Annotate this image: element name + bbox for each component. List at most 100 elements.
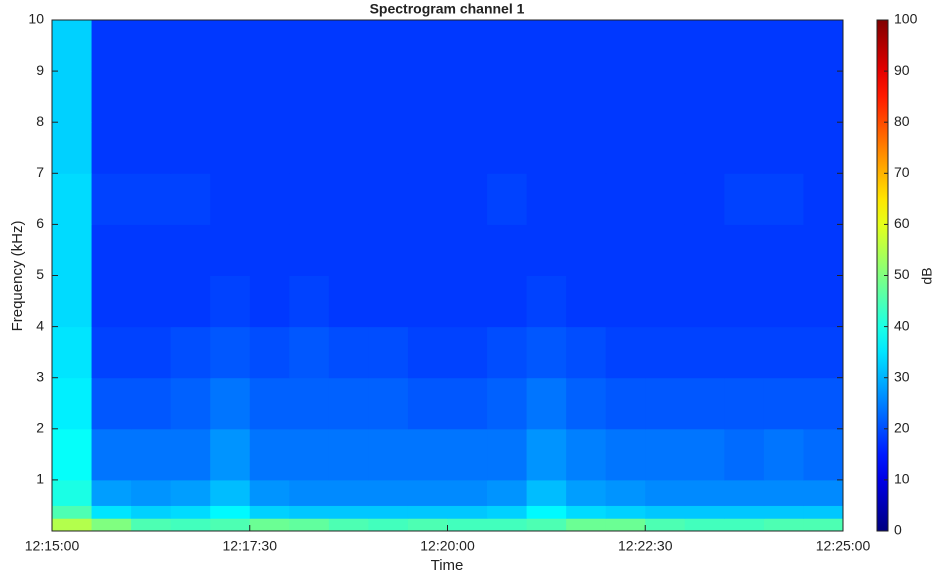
heatmap-cell bbox=[606, 224, 646, 276]
heatmap-cell bbox=[52, 429, 92, 481]
heatmap-cell bbox=[92, 518, 132, 531]
heatmap-cell bbox=[368, 71, 408, 123]
heatmap-cell bbox=[487, 518, 527, 531]
heatmap-cell bbox=[52, 224, 92, 276]
heatmap-cell bbox=[289, 173, 329, 225]
heatmap-cell bbox=[803, 224, 843, 276]
heatmap-cell bbox=[289, 505, 329, 518]
heatmap-cell bbox=[724, 505, 764, 518]
heatmap-cell bbox=[803, 122, 843, 174]
heatmap-cell bbox=[803, 505, 843, 518]
heatmap-cell bbox=[52, 173, 92, 225]
colorbar-tick-label: 100 bbox=[894, 11, 918, 27]
heatmap-cell bbox=[448, 122, 488, 174]
heatmap-cell bbox=[527, 429, 567, 481]
heatmap-cell bbox=[52, 20, 92, 72]
heatmap-cell bbox=[131, 224, 171, 276]
heatmap-cell bbox=[250, 276, 290, 328]
heatmap-cell bbox=[724, 327, 764, 379]
heatmap-cell bbox=[250, 429, 290, 481]
heatmap-cell bbox=[685, 224, 725, 276]
heatmap-cell bbox=[250, 224, 290, 276]
colorbar-tick-label: 80 bbox=[894, 113, 910, 129]
heatmap-cell bbox=[131, 327, 171, 379]
heatmap-cell bbox=[645, 327, 685, 379]
heatmap-cell bbox=[724, 20, 764, 72]
heatmap-cell bbox=[764, 71, 804, 123]
heatmap-cell bbox=[408, 224, 448, 276]
heatmap-cell bbox=[764, 224, 804, 276]
heatmap-cell bbox=[92, 20, 132, 72]
heatmap-cell bbox=[329, 276, 369, 328]
heatmap-cell bbox=[368, 429, 408, 481]
heatmap-cell bbox=[289, 327, 329, 379]
colorbar-tick-label: 70 bbox=[894, 164, 910, 180]
heatmap-cell bbox=[171, 122, 211, 174]
heatmap-cell bbox=[645, 429, 685, 481]
heatmap-cell bbox=[131, 505, 171, 518]
heatmap-cell bbox=[645, 505, 685, 518]
heatmap-cell bbox=[368, 480, 408, 506]
heatmap-cell bbox=[803, 480, 843, 506]
y-axis-label: Frequency (kHz) bbox=[9, 221, 26, 332]
heatmap-cell bbox=[329, 20, 369, 72]
heatmap-cell bbox=[487, 327, 527, 379]
heatmap-cell bbox=[527, 480, 567, 506]
heatmap-cell bbox=[368, 122, 408, 174]
y-tick-label: 8 bbox=[36, 113, 44, 129]
heatmap-cell bbox=[289, 71, 329, 123]
heatmap-cell bbox=[408, 518, 448, 531]
heatmap-cell bbox=[566, 518, 606, 531]
heatmap-cell bbox=[92, 505, 132, 518]
heatmap-cell bbox=[329, 327, 369, 379]
heatmap-cell bbox=[448, 224, 488, 276]
heatmap-cell bbox=[803, 327, 843, 379]
heatmap-cell bbox=[724, 71, 764, 123]
heatmap-cell bbox=[131, 20, 171, 72]
heatmap-cell bbox=[329, 480, 369, 506]
heatmap-cell bbox=[92, 480, 132, 506]
heatmap-cell bbox=[685, 20, 725, 72]
heatmap-cell bbox=[131, 276, 171, 328]
heatmap-cell bbox=[368, 378, 408, 430]
heatmap-cell bbox=[92, 429, 132, 481]
chart: Spectrogram channel 1 Time Frequency (kH… bbox=[0, 0, 938, 579]
heatmap-cell bbox=[250, 173, 290, 225]
heatmap-cell bbox=[487, 224, 527, 276]
heatmap-cell bbox=[289, 20, 329, 72]
heatmap-cell bbox=[52, 480, 92, 506]
heatmap-cell bbox=[171, 518, 211, 531]
heatmap-cell bbox=[210, 20, 250, 72]
heatmap-cell bbox=[685, 71, 725, 123]
heatmap-cell bbox=[764, 122, 804, 174]
heatmap-cell bbox=[92, 378, 132, 430]
heatmap-cell bbox=[764, 429, 804, 481]
y-tick-label: 10 bbox=[28, 11, 44, 27]
heatmap-cell bbox=[408, 378, 448, 430]
heatmap-cell bbox=[724, 173, 764, 225]
heatmap-cell bbox=[803, 518, 843, 531]
heatmap-cell bbox=[566, 276, 606, 328]
heatmap-cell bbox=[566, 71, 606, 123]
heatmap-cell bbox=[171, 173, 211, 225]
heatmap-cell bbox=[408, 327, 448, 379]
heatmap-cell bbox=[566, 429, 606, 481]
heatmap-cell bbox=[527, 505, 567, 518]
heatmap-cell bbox=[448, 480, 488, 506]
heatmap-cell bbox=[803, 378, 843, 430]
heatmap-cell bbox=[527, 276, 567, 328]
heatmap-cell bbox=[803, 71, 843, 123]
heatmap-cell bbox=[368, 505, 408, 518]
heatmap-cell bbox=[329, 122, 369, 174]
heatmap-cell bbox=[645, 173, 685, 225]
heatmap-cell bbox=[171, 20, 211, 72]
heatmap-cell bbox=[250, 71, 290, 123]
heatmap-cell bbox=[685, 518, 725, 531]
heatmap-cell bbox=[566, 505, 606, 518]
heatmap-cell bbox=[171, 71, 211, 123]
colorbar-tick-label: 20 bbox=[894, 420, 910, 436]
heatmap-cell bbox=[210, 505, 250, 518]
heatmap-cell bbox=[131, 518, 171, 531]
heatmap-cell bbox=[52, 276, 92, 328]
heatmap-cell bbox=[250, 122, 290, 174]
